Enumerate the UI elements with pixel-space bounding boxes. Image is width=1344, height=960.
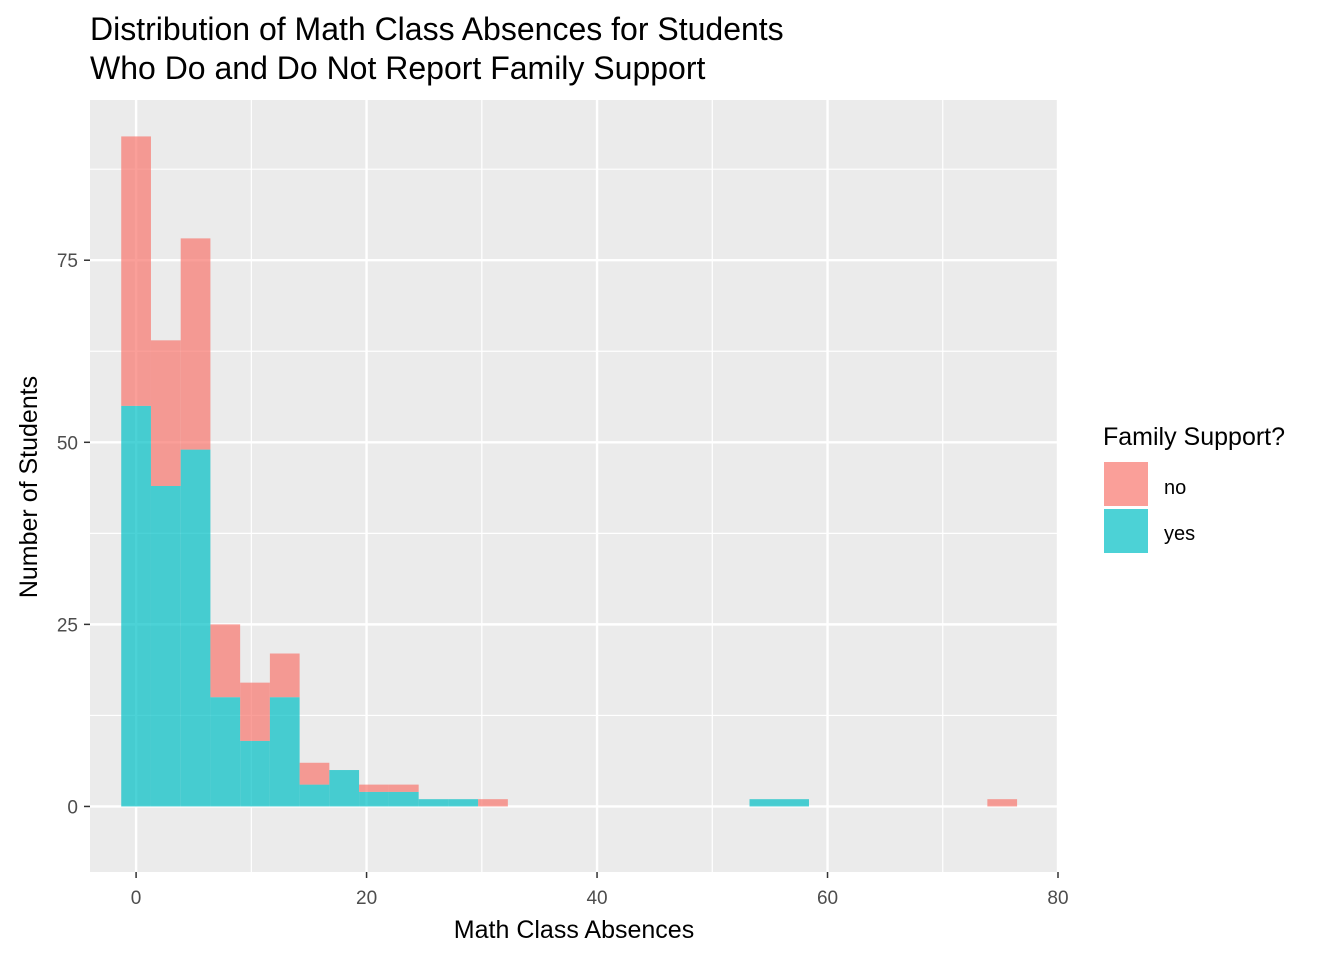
legend: Family Support? no yes	[1103, 423, 1285, 553]
bar-yes-bin-9	[388, 791, 419, 807]
bar-no-bin-3	[210, 624, 241, 698]
bar-yes-bin-6	[299, 784, 330, 807]
bar-no-bin-14	[987, 799, 1018, 807]
bar-yes-bin-3	[210, 697, 241, 807]
bar-no-bin-1	[150, 340, 181, 486]
bar-yes-bin-7	[329, 770, 360, 807]
bar-yes-bin-13	[749, 799, 809, 807]
x-tick-label: 40	[586, 888, 607, 909]
bar-yes-bin-4	[240, 740, 270, 807]
bar-no-bin-6	[299, 762, 330, 785]
bar-no-bin-0	[121, 136, 151, 406]
chart-title-line-1: Distribution of Math Class Absences for …	[90, 11, 784, 47]
bar-yes-bin-10	[418, 799, 449, 807]
y-tick-label: 0	[67, 797, 78, 818]
y-axis-ticks: 0 25 50 75	[57, 251, 90, 818]
x-tick-label: 80	[1047, 888, 1068, 909]
legend-label-yes: yes	[1164, 523, 1195, 545]
legend-key-no	[1104, 462, 1148, 506]
bar-yes-bin-0	[121, 405, 151, 807]
bar-no-bin-9	[388, 784, 419, 792]
legend-title: Family Support?	[1103, 423, 1285, 451]
x-axis-ticks: 0 20 40 60 80	[131, 872, 1069, 909]
bar-no-bin-5	[269, 653, 300, 698]
chart-title-line-2: Who Do and Do Not Report Family Support	[90, 50, 705, 86]
y-tick-label: 75	[57, 251, 78, 272]
y-axis-title: Number of Students	[15, 376, 43, 598]
x-axis-title: Math Class Absences	[454, 916, 694, 944]
legend-label-no: no	[1164, 477, 1186, 499]
x-tick-label: 0	[131, 888, 142, 909]
bar-yes-bin-1	[150, 486, 181, 807]
bar-yes-bin-5	[269, 697, 300, 807]
y-tick-label: 25	[57, 615, 78, 636]
y-tick-label: 50	[57, 433, 78, 454]
bar-no-bin-4	[240, 682, 270, 741]
bar-yes-bin-8	[359, 791, 389, 807]
x-tick-label: 20	[356, 888, 377, 909]
bar-yes-bin-2	[180, 449, 211, 807]
bar-no-bin-8	[359, 784, 389, 792]
legend-key-yes	[1104, 509, 1148, 553]
bar-no-bin-12	[478, 799, 508, 807]
histogram-bars	[121, 136, 1018, 807]
bar-no-bin-2	[180, 238, 211, 450]
x-tick-label: 60	[817, 888, 838, 909]
bar-yes-bin-11	[448, 799, 479, 807]
